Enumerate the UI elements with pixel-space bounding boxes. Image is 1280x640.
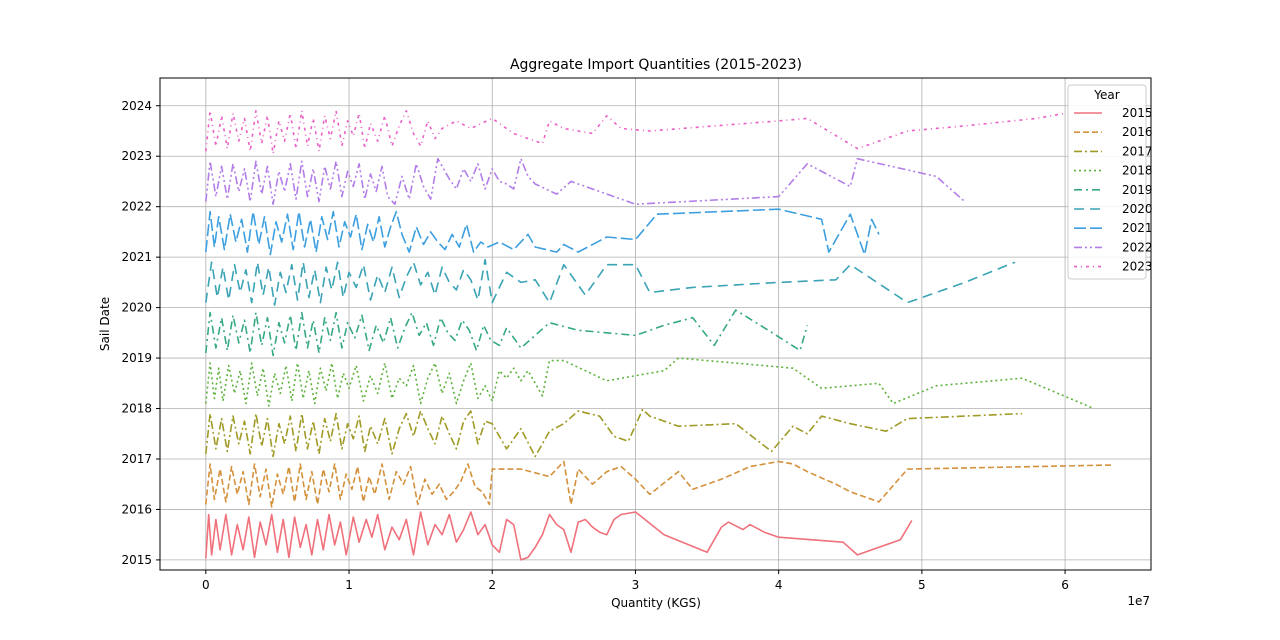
x-tick-label: 2 xyxy=(488,578,496,592)
y-tick-label: 2017 xyxy=(121,452,152,466)
series-line-2018 xyxy=(205,357,1095,410)
x-tick-label: 1 xyxy=(345,578,353,592)
y-tick-label: 2019 xyxy=(121,351,152,365)
series-line-2016 xyxy=(205,460,1113,508)
legend-label-2017: 2017 xyxy=(1122,144,1153,158)
legend: Year 2015 2016 2017 2018 2019 2020 2021 2022 202… xyxy=(1067,84,1153,280)
legend-label-2023: 2023 xyxy=(1122,260,1153,274)
y-tick-label: 2018 xyxy=(121,402,152,416)
legend-label-2022: 2022 xyxy=(1122,240,1153,254)
x-tick-label: 6 xyxy=(1061,578,1069,592)
plot-series-lines xyxy=(205,110,1113,561)
chart-title: Aggregate Import Quantities (2015-2023) xyxy=(510,57,802,73)
grid-lines xyxy=(160,78,1151,570)
y-tick-label: 2016 xyxy=(121,502,152,516)
series-line-2020 xyxy=(205,258,1016,306)
y-tick-label: 2020 xyxy=(121,301,152,315)
y-axis-ticks: 2015 2016 2017 2018 2019 2020 2021 2022 2023 2024 xyxy=(121,99,160,567)
x-tick-label: 5 xyxy=(918,578,926,592)
x-tick-label: 0 xyxy=(202,578,210,592)
y-axis-label: Sail Date xyxy=(98,297,112,351)
y-tick-label: 2021 xyxy=(121,250,152,264)
series-line-2017 xyxy=(205,408,1023,458)
x-tick-label: 4 xyxy=(775,578,783,592)
x-axis-scale-label: 1e7 xyxy=(1127,594,1150,608)
y-tick-label: 2022 xyxy=(121,200,152,214)
legend-label-2019: 2019 xyxy=(1122,183,1153,197)
series-line-2019 xyxy=(205,309,809,357)
plot-frame xyxy=(159,77,1152,571)
legend-label-2015: 2015 xyxy=(1122,106,1153,120)
x-axis-ticks: 0 1 2 3 4 5 6 xyxy=(202,570,1069,592)
series-line-2022 xyxy=(205,157,966,205)
legend-title: Year xyxy=(1093,88,1119,102)
legend-label-2020: 2020 xyxy=(1122,202,1153,216)
series-line-2015 xyxy=(205,511,913,561)
y-tick-label: 2015 xyxy=(121,553,152,567)
x-tick-label: 3 xyxy=(632,578,640,592)
x-axis-label: Quantity (KGS) xyxy=(611,596,701,610)
series-line-2021 xyxy=(205,208,880,256)
legend-label-2018: 2018 xyxy=(1122,164,1153,178)
y-tick-label: 2024 xyxy=(121,99,152,113)
legend-box xyxy=(1067,84,1147,280)
y-tick-label: 2023 xyxy=(121,149,152,163)
legend-label-2021: 2021 xyxy=(1122,221,1153,235)
series-line-2023 xyxy=(205,110,1066,155)
legend-label-2016: 2016 xyxy=(1122,125,1153,139)
